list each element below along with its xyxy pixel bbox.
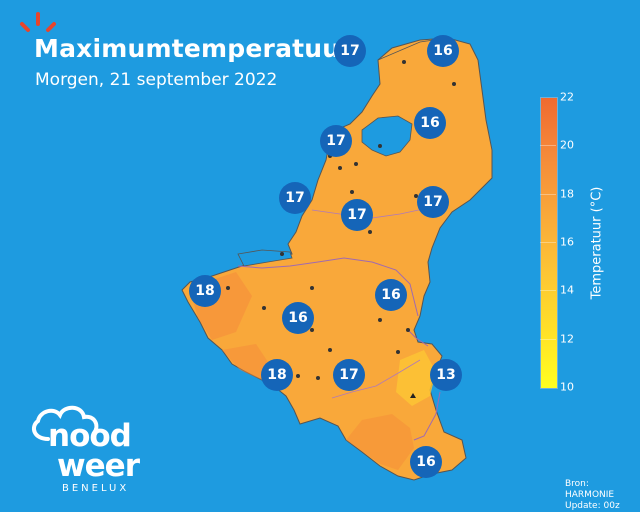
colorbar-tick: 22 <box>560 90 574 104</box>
colorbar-tick: 14 <box>560 283 574 297</box>
temp-bubble: 13 <box>430 359 462 391</box>
colorbar-label: Temperatuur (°C) <box>589 186 605 300</box>
nl-be-border <box>237 257 419 317</box>
colorbar-tick: 12 <box>560 332 574 346</box>
update-line: Update: 00z <box>565 501 620 511</box>
temp-bubble: 17 <box>417 186 449 218</box>
temp-bubble: 17 <box>334 35 366 67</box>
temp-bubble: 16 <box>375 279 407 311</box>
temp-bubble: 18 <box>189 275 221 307</box>
lux-border <box>413 391 441 441</box>
temp-bubble: 16 <box>282 302 314 334</box>
source-info: Bron: HARMONIE Update: 00z <box>565 479 640 512</box>
be-de-border <box>407 329 429 347</box>
map-subtitle: Morgen, 21 september 2022 <box>35 70 278 90</box>
temp-bubble: 16 <box>414 107 446 139</box>
brand-subtitle: BENELUX <box>62 483 130 494</box>
temp-bubble: 17 <box>279 182 311 214</box>
temp-bubble: 17 <box>333 359 365 391</box>
temp-bubble: 18 <box>261 359 293 391</box>
sun-logo-icon <box>20 12 56 32</box>
temp-bubble: 16 <box>410 446 442 478</box>
colorbar-tick: 10 <box>560 380 574 394</box>
map-title: Maximumtemperatuur <box>34 34 353 63</box>
noodweer-logo-icon <box>31 405 99 441</box>
temp-bubble: 16 <box>427 35 459 67</box>
brand-word-weer: weer <box>57 448 140 484</box>
colorbar-tick: 20 <box>560 138 574 152</box>
ijsselmeer <box>361 115 413 157</box>
temperature-colorbar <box>540 97 558 389</box>
colorbar-tick: 18 <box>560 187 574 201</box>
source-line: Bron: HARMONIE <box>565 479 615 500</box>
temp-bubble: 17 <box>341 199 373 231</box>
temp-bubble: 17 <box>320 125 352 157</box>
colorbar-tick: 16 <box>560 235 574 249</box>
brand-word-nood: nood <box>48 418 132 454</box>
